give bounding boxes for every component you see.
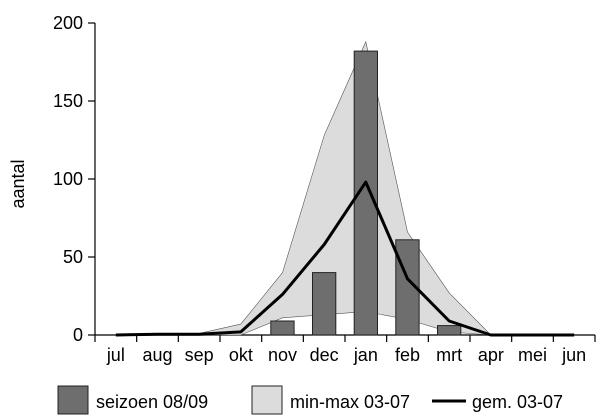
x-tick-label-sep: sep <box>185 345 214 365</box>
legend-label-bar: seizoen 08/09 <box>96 392 208 412</box>
average-line <box>115 180 575 337</box>
x-tick-label-jul: jul <box>106 345 125 365</box>
bar-dec <box>312 272 337 336</box>
legend: seizoen 08/09 min-max 03-07 gem. 03-07 <box>57 385 563 415</box>
legend-swatch-bar <box>57 385 89 415</box>
legend-label-line: gem. 03-07 <box>472 392 563 412</box>
y-axis-label: aantal <box>8 159 28 208</box>
legend-swatch-range <box>251 385 283 415</box>
x-tick-label-mrt: mrt <box>436 345 462 365</box>
x-tick-label-apr: apr <box>478 345 504 365</box>
x-tick-label-jan: jan <box>353 345 378 365</box>
x-tick-label-feb: feb <box>395 345 420 365</box>
bar-nov <box>270 320 295 336</box>
y-tick-label: 200 <box>53 13 83 33</box>
x-ticks: jul aug sep okt nov dec jan feb mrt apr mei jun <box>94 335 596 365</box>
range-band <box>115 40 575 336</box>
bar-jan <box>353 50 379 336</box>
bar-layer <box>270 50 462 336</box>
plot-area: 0 50 100 150 200 jul aug sep okt nov dec jan feb mrt… <box>53 13 596 365</box>
y-tick-label: 50 <box>63 247 83 267</box>
x-tick-label-aug: aug <box>142 345 172 365</box>
x-tick-label-mei: mei <box>518 345 547 365</box>
legend-label-range: min-max 03-07 <box>290 392 410 412</box>
y-ticks: 0 50 100 150 200 <box>53 13 95 345</box>
range-layer <box>115 40 575 336</box>
y-tick-label: 100 <box>53 169 83 189</box>
y-tick-label: 150 <box>53 91 83 111</box>
line-layer <box>115 180 575 337</box>
x-tick-label-okt: okt <box>229 345 253 365</box>
bar-mrt <box>437 325 462 336</box>
y-tick-label: 0 <box>73 325 83 345</box>
x-tick-label-dec: dec <box>310 345 339 365</box>
x-tick-label-jun: jun <box>561 345 586 365</box>
x-tick-label-nov: nov <box>268 345 297 365</box>
